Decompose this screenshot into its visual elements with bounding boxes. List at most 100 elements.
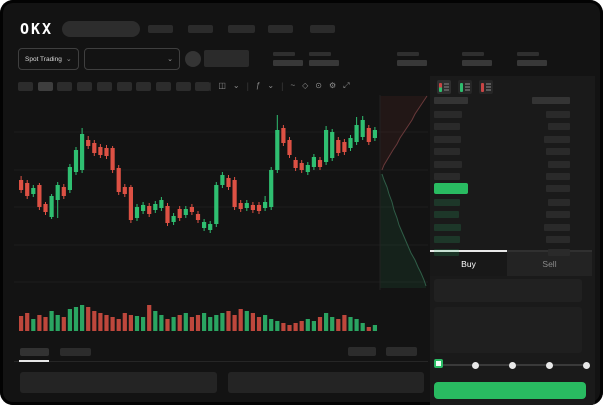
- slider-dot-3[interactable]: [546, 362, 553, 369]
- slider-dot-1[interactable]: [472, 362, 479, 369]
- bid-row-price[interactable]: [434, 211, 459, 219]
- orderbook-header-amount: [532, 97, 570, 104]
- volume-bar: [25, 313, 30, 331]
- bottom-tab-1[interactable]: [60, 348, 91, 356]
- volume-bar: [55, 315, 60, 331]
- candle-body: [269, 170, 274, 207]
- candle-body: [171, 216, 176, 222]
- market-type-dropdown[interactable]: Spot Trading ⌄: [18, 48, 79, 70]
- slider-dot-4[interactable]: [583, 362, 590, 369]
- bottom-divider: [14, 361, 428, 362]
- volume-bar: [159, 315, 164, 331]
- nav-item-2[interactable]: [228, 25, 255, 33]
- ask-row-price[interactable]: [434, 160, 462, 168]
- candle-body: [287, 140, 292, 155]
- candle-body: [153, 204, 158, 210]
- stat-value-0: [273, 60, 303, 66]
- timeframe-button-0[interactable]: [18, 82, 33, 91]
- bid-row-price[interactable]: [434, 236, 460, 244]
- ask-row-price[interactable]: [434, 148, 460, 156]
- orderbook-combined-icon[interactable]: [437, 80, 451, 94]
- volume-bar: [366, 327, 371, 331]
- volume-bar: [330, 317, 335, 331]
- ask-row-price[interactable]: [434, 135, 461, 143]
- candle-body: [208, 224, 213, 230]
- bid-row-price[interactable]: [434, 248, 459, 256]
- depth-bid-line: [381, 173, 427, 287]
- nav-item-4[interactable]: [310, 25, 335, 33]
- candle-body: [238, 203, 243, 209]
- candle-body: [31, 188, 36, 194]
- bottom-tab-0[interactable]: [20, 348, 49, 356]
- ask-row-price[interactable]: [434, 111, 462, 118]
- volume-bar: [61, 317, 66, 331]
- timeframe-button-5[interactable]: [116, 82, 132, 91]
- candle-body: [226, 178, 231, 187]
- volume-bar: [281, 323, 286, 331]
- timeframe-button-7[interactable]: [155, 82, 171, 91]
- separator: |: [246, 81, 249, 91]
- candle-body: [116, 168, 121, 192]
- volume-bar: [189, 317, 194, 331]
- orderbook-asks-icon[interactable]: [479, 80, 493, 94]
- volume-bar: [226, 311, 231, 331]
- slider-dot-2[interactable]: [509, 362, 516, 369]
- nav-item-1[interactable]: [188, 25, 213, 33]
- stat-value-2: [397, 60, 427, 66]
- volume-bar: [183, 313, 188, 331]
- last-price-amount: [546, 185, 570, 192]
- fullscreen-icon[interactable]: ⤢: [343, 81, 350, 90]
- timeframe-button-8[interactable]: [175, 82, 191, 91]
- candle-style-icon[interactable]: ◫: [218, 81, 226, 90]
- amount-input[interactable]: [434, 307, 582, 353]
- volume-bar: [244, 311, 249, 331]
- slider-handle[interactable]: [434, 359, 443, 368]
- bid-row-price[interactable]: [434, 223, 461, 231]
- candle-body: [67, 167, 72, 190]
- candle-body: [37, 185, 42, 207]
- chevron-down-icon[interactable]: ⌄: [267, 81, 275, 90]
- volume-bar: [19, 316, 24, 331]
- nav-item-0[interactable]: [148, 25, 173, 33]
- chevron-down-icon[interactable]: ⌄: [232, 81, 240, 90]
- timeframe-button-9[interactable]: [195, 82, 211, 91]
- volume-bar: [67, 309, 72, 331]
- volume-bar: [98, 313, 103, 331]
- camera-icon[interactable]: ⊙: [315, 81, 322, 90]
- timeframe-button-3[interactable]: [77, 82, 93, 91]
- tab-buy[interactable]: Buy: [430, 250, 507, 276]
- ask-row-price[interactable]: [434, 173, 460, 180]
- pair-selector-dropdown[interactable]: ⌄: [84, 48, 180, 70]
- ask-row-price[interactable]: [434, 123, 460, 131]
- bid-row-price[interactable]: [434, 199, 460, 206]
- volume-bar: [324, 313, 329, 331]
- timeframe-button-1[interactable]: [37, 82, 53, 91]
- buy-button[interactable]: [434, 382, 586, 399]
- timeframe-button-4[interactable]: [96, 82, 112, 91]
- volume-bar: [311, 321, 316, 331]
- volume-bar: [195, 315, 201, 331]
- stat-label-4: [517, 52, 539, 56]
- candle-body: [159, 200, 164, 208]
- indicators-icon[interactable]: ƒ: [255, 81, 261, 90]
- candle-body: [220, 175, 225, 185]
- volume-bar: [92, 311, 97, 331]
- bottom-panel-1: [228, 372, 424, 393]
- timeframe-button-6[interactable]: [136, 82, 152, 91]
- candle-body: [19, 180, 24, 190]
- stat-label-1: [309, 52, 331, 56]
- nav-item-3[interactable]: [268, 25, 293, 33]
- line-tool-icon[interactable]: ~: [290, 81, 296, 90]
- volume-bar: [354, 319, 359, 331]
- volume-bar: [202, 313, 207, 331]
- shapes-tool-icon[interactable]: ◇: [302, 81, 309, 90]
- orderbook-bids-icon[interactable]: [458, 80, 472, 94]
- search-input[interactable]: [62, 21, 140, 37]
- timeframe-button-2[interactable]: [57, 82, 73, 91]
- settings-icon[interactable]: ⚙: [328, 81, 337, 90]
- bottom-action-0[interactable]: [348, 347, 376, 356]
- price-input[interactable]: [434, 279, 582, 302]
- candle-body: [55, 185, 60, 200]
- bottom-action-1[interactable]: [386, 347, 417, 356]
- candle-body: [342, 142, 347, 152]
